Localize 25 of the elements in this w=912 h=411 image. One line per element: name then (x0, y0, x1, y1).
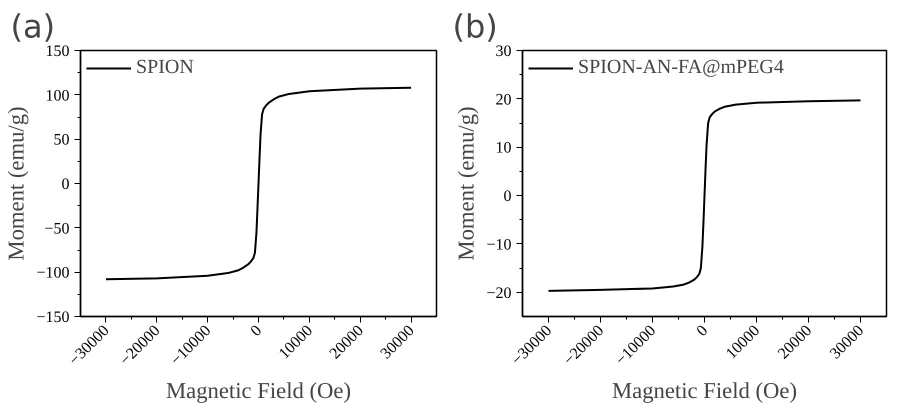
y-tick-label: 150 (46, 43, 70, 60)
chart-title: (b) (452, 8, 498, 46)
y-tick-label: 0 (504, 188, 512, 206)
y-axis-title: Moment (emu/g) (3, 106, 28, 261)
y-tick-label: 10 (496, 140, 512, 157)
y-tick-label: 50 (54, 132, 70, 149)
x-axis-title: Magnetic Field (Oe) (612, 378, 797, 403)
y-tick-label: −150 (36, 309, 70, 326)
line-series (548, 99, 862, 292)
y-tick-label: −10 (486, 236, 512, 254)
line-series (104, 86, 412, 280)
y-tick-label: −50 (44, 220, 70, 238)
legend-label: SPION (136, 56, 194, 79)
chart-title: (a) (10, 8, 56, 46)
x-tick-label: 0 (694, 322, 712, 340)
y-tick-label: 100 (46, 87, 70, 104)
y-tick-label: 30 (496, 43, 512, 60)
y-tick-label: 0 (62, 176, 70, 193)
legend-label: SPION-AN-FA@mPEG4 (578, 56, 784, 79)
x-axis-title: Magnetic Field (Oe) (166, 378, 351, 403)
x-tick-label: 0 (248, 322, 266, 340)
y-tick-label: −20 (486, 284, 512, 302)
y-tick-label: −100 (36, 264, 70, 282)
y-tick-label: 20 (496, 91, 512, 108)
y-axis-title: Moment (emu/g) (453, 106, 478, 261)
